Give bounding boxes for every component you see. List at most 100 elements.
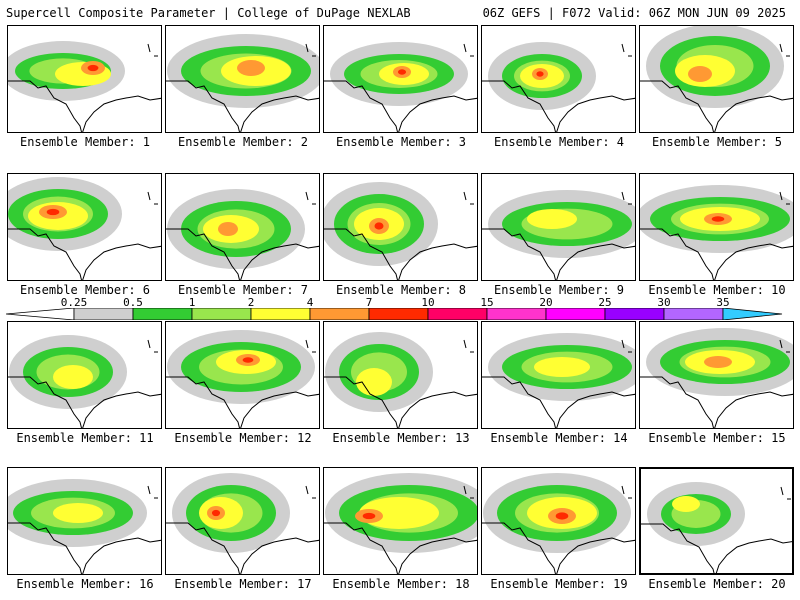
- coastline: [482, 80, 635, 132]
- ensemble-member-map[interactable]: [165, 321, 320, 429]
- colorbar-tick-label: 30: [657, 296, 671, 309]
- scp-contour: [362, 512, 376, 520]
- ensemble-member-label: Ensemble Member: 10: [648, 283, 786, 297]
- scp-field: [8, 335, 161, 428]
- ensemble-member-label: Ensemble Member: 5: [651, 135, 783, 149]
- colorbar-upper-cap: [722, 308, 783, 320]
- scp-field: [641, 482, 792, 573]
- ensemble-member-label: Ensemble Member: 1: [19, 135, 151, 149]
- lake-outline: [147, 191, 158, 205]
- coastline: [8, 228, 161, 280]
- coastline: [166, 80, 319, 132]
- scp-field: [482, 42, 635, 132]
- ensemble-member-map[interactable]: [7, 25, 162, 133]
- colorbar-segment: [250, 308, 311, 320]
- colorbar-segment: [663, 308, 724, 320]
- ensemble-member-map[interactable]: [7, 467, 162, 575]
- colorbar-segment: [486, 308, 547, 320]
- scp-contour: [534, 357, 590, 377]
- ensemble-member-map[interactable]: [639, 467, 794, 575]
- ensemble-member-map[interactable]: [323, 321, 478, 429]
- scp-contour: [46, 208, 60, 216]
- coastline: [8, 80, 161, 132]
- scp-contour: [223, 225, 233, 233]
- coastline: [641, 523, 792, 573]
- ensemble-member-map[interactable]: [639, 25, 794, 133]
- colorbar-tick-label: 7: [365, 296, 373, 309]
- ensemble-member-map[interactable]: [323, 25, 478, 133]
- colorbar-segment: [132, 308, 193, 320]
- colorbar-segment: [545, 308, 606, 320]
- scp-field: [324, 332, 477, 428]
- scp-field: [166, 34, 319, 132]
- scp-field: [166, 189, 319, 280]
- scp-field: [324, 473, 477, 574]
- lake-outline: [305, 485, 316, 499]
- ensemble-member-label: Ensemble Member: 13: [332, 431, 470, 445]
- ensemble-member-label: Ensemble Member: 19: [490, 577, 628, 591]
- colorbar-segment: [191, 308, 252, 320]
- scp-contour: [374, 222, 384, 230]
- ensemble-member-label: Ensemble Member: 20: [648, 577, 786, 591]
- ensemble-member-label: Ensemble Member: 14: [490, 431, 628, 445]
- scp-contour: [359, 497, 439, 529]
- lake-outline: [305, 191, 316, 205]
- color-scale-bar: [6, 308, 783, 320]
- lake-outline: [621, 485, 632, 499]
- lake-outline: [621, 191, 632, 205]
- colorbar-tick-label: 35: [716, 296, 730, 309]
- ensemble-member-map[interactable]: [639, 321, 794, 429]
- lake-outline: [779, 191, 790, 205]
- coastline: [8, 522, 161, 574]
- lake-outline: [147, 339, 158, 353]
- colorbar-tick-label: 4: [306, 296, 314, 309]
- ensemble-member-map[interactable]: [481, 173, 636, 281]
- ensemble-member-label: Ensemble Member: 2: [177, 135, 309, 149]
- colorbar-segment: [368, 308, 429, 320]
- ensemble-member-map[interactable]: [7, 173, 162, 281]
- colorbar-tick-label: 15: [480, 296, 494, 309]
- page-title: Supercell Composite Parameter | College …: [6, 6, 411, 20]
- ensemble-member-label: Ensemble Member: 16: [16, 577, 154, 591]
- scp-field: [324, 42, 477, 132]
- scp-contour: [694, 70, 706, 78]
- colorbar-tick-label: 25: [598, 296, 612, 309]
- scp-contour: [527, 209, 577, 229]
- ensemble-member-label: Ensemble Member: 18: [332, 577, 470, 591]
- ensemble-member-map[interactable]: [165, 467, 320, 575]
- scp-contour: [242, 357, 254, 363]
- ensemble-member-map[interactable]: [165, 25, 320, 133]
- scp-contour: [356, 368, 392, 396]
- ensemble-member-map[interactable]: [7, 321, 162, 429]
- ensemble-member-label: Ensemble Member: 4: [493, 135, 625, 149]
- ensemble-member-map[interactable]: [323, 173, 478, 281]
- scp-contour: [536, 71, 544, 77]
- lake-outline: [779, 43, 790, 57]
- lake-outline: [147, 43, 158, 57]
- coastline: [8, 376, 161, 428]
- scp-field: [8, 41, 161, 132]
- colorbar-segment: [73, 308, 134, 320]
- ensemble-member-label: Ensemble Member: 7: [177, 283, 309, 297]
- lake-outline: [463, 43, 474, 57]
- scp-field: [8, 177, 161, 280]
- scp-field: [166, 330, 319, 428]
- ensemble-member-label: Ensemble Member: 12: [174, 431, 312, 445]
- coastline: [166, 228, 319, 280]
- ensemble-member-label: Ensemble Member: 9: [493, 283, 625, 297]
- ensemble-member-map[interactable]: [323, 467, 478, 575]
- scp-field: [8, 479, 161, 574]
- ensemble-member-map[interactable]: [639, 173, 794, 281]
- scp-field: [640, 328, 793, 428]
- ensemble-member-map[interactable]: [481, 25, 636, 133]
- ensemble-member-map[interactable]: [481, 467, 636, 575]
- coastline: [640, 376, 793, 428]
- colorbar-segment: [309, 308, 370, 320]
- ensemble-member-label: Ensemble Member: 11: [16, 431, 154, 445]
- ensemble-member-map[interactable]: [481, 321, 636, 429]
- scp-field: [482, 473, 635, 574]
- coastline: [482, 522, 635, 574]
- lake-outline: [779, 339, 790, 353]
- scp-contour: [87, 64, 99, 72]
- ensemble-member-map[interactable]: [165, 173, 320, 281]
